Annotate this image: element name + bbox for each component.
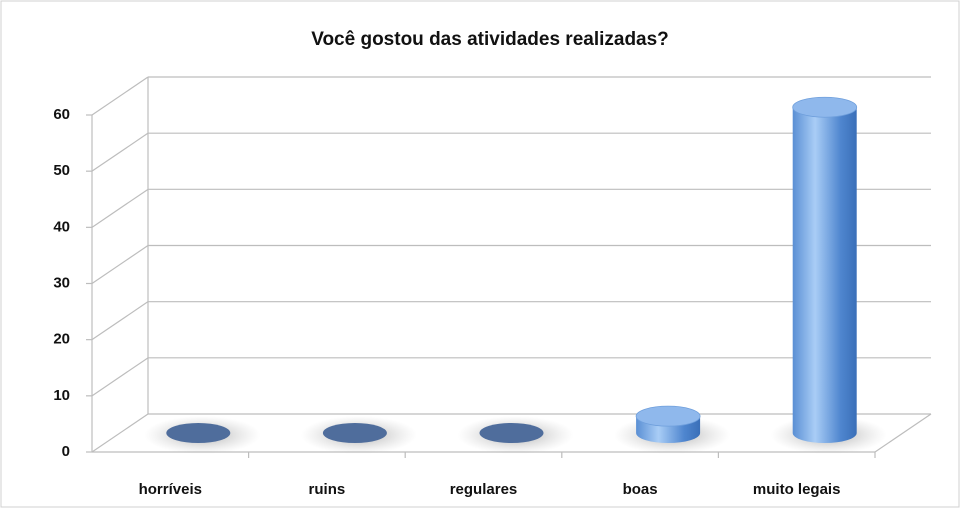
x-tick-label: regulares (450, 481, 518, 498)
x-tick-label: horríveis (139, 481, 202, 498)
chart-title: Você gostou das atividades realizadas? (311, 29, 669, 50)
grid-line-side (91, 76, 149, 116)
bar-top (792, 96, 858, 118)
grid-line-side (91, 132, 149, 172)
grid-line-side (91, 413, 149, 453)
bar (166, 423, 231, 443)
grid-line-side (91, 301, 149, 341)
grid-line-side (91, 188, 149, 228)
grid-line-side (91, 245, 149, 284)
y-tick-label: 30 (53, 274, 70, 291)
x-tick-label: muito legais (753, 481, 841, 498)
x-tick-label: boas (623, 481, 658, 498)
bar (322, 423, 387, 443)
y-tick-label: 20 (53, 331, 70, 348)
bar (792, 107, 857, 443)
y-tick-label: 0 (62, 443, 70, 460)
grid-line-side (91, 357, 149, 397)
y-tick-label: 60 (53, 106, 70, 123)
x-tick-label: ruins (309, 481, 346, 498)
bar (479, 423, 544, 443)
bar-top (635, 405, 701, 427)
y-tick-label: 40 (53, 218, 70, 235)
floor-right-edge (874, 413, 932, 453)
y-tick-label: 10 (53, 387, 70, 404)
y-tick-label: 50 (53, 162, 70, 179)
